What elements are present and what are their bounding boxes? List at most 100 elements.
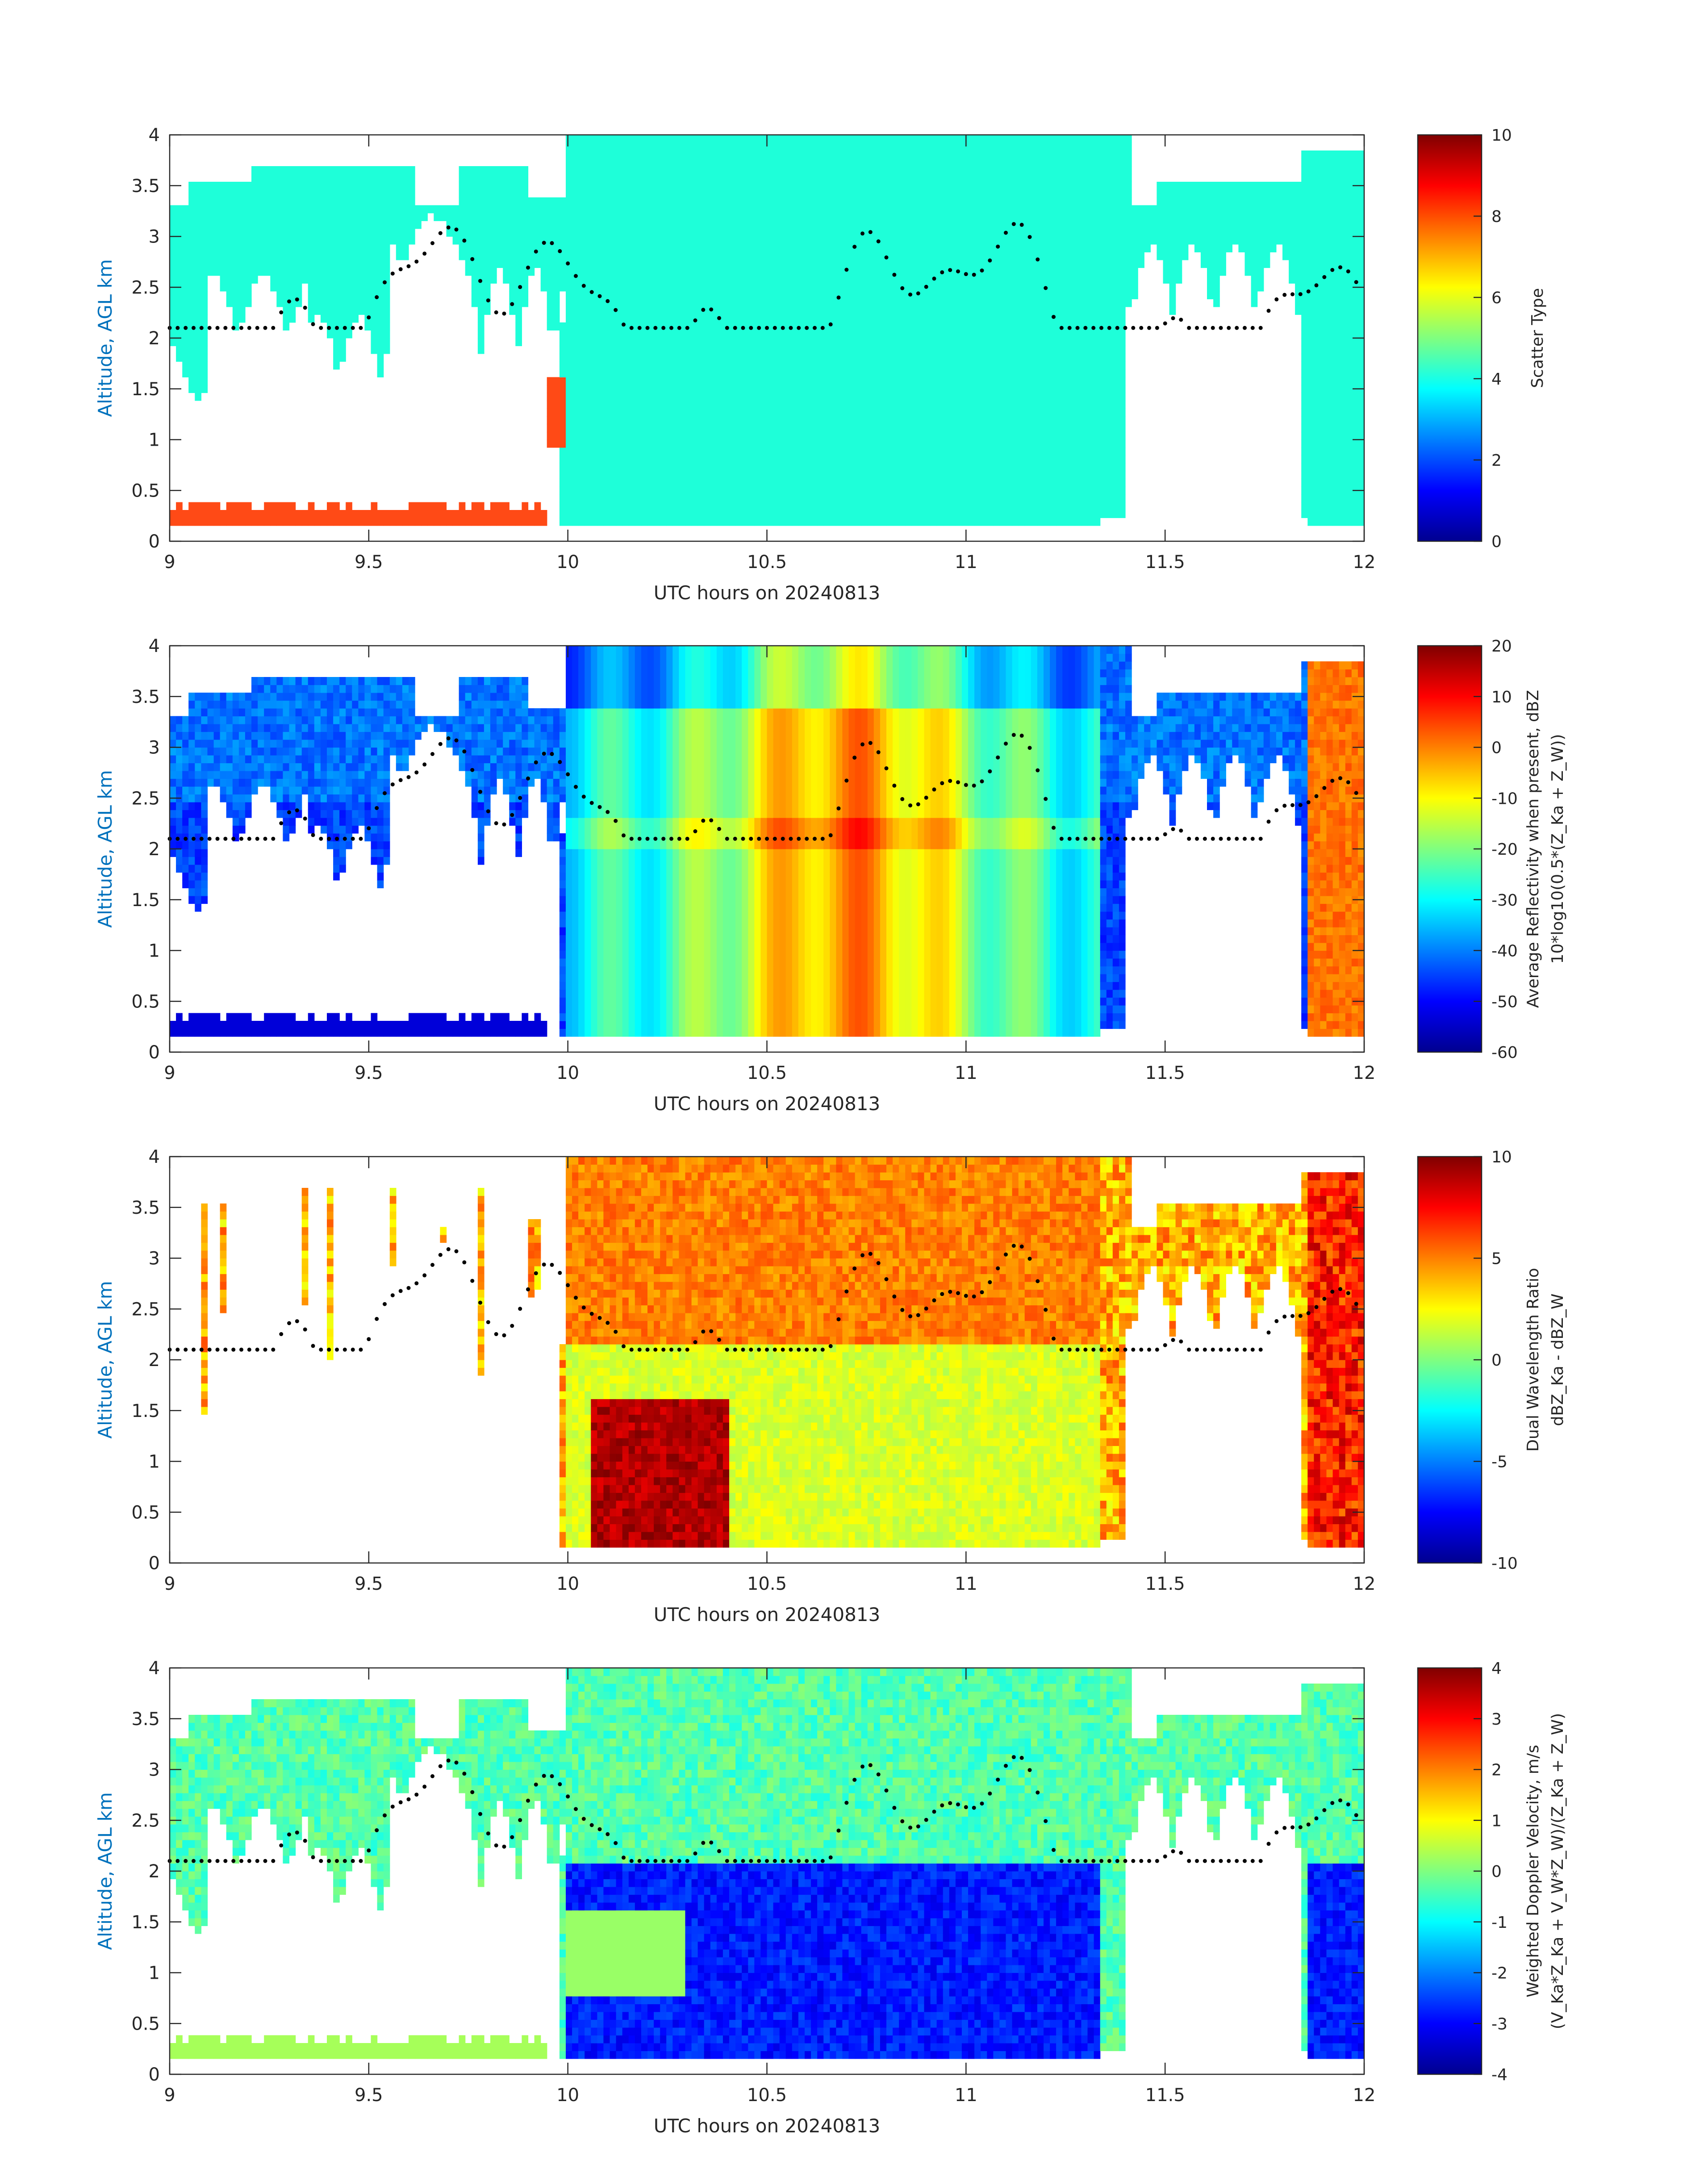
heatmap-cell [339, 197, 346, 206]
heatmap-cell [999, 205, 1006, 213]
heatmap-cell [1018, 229, 1025, 237]
heatmap-cell [389, 182, 397, 190]
heatmap-cell [402, 166, 409, 175]
heatmap-cell [610, 197, 617, 206]
heatmap-cell [754, 267, 761, 276]
heatmap-cell [377, 205, 384, 213]
heatmap-cell [748, 166, 755, 175]
heatmap-cell [930, 455, 937, 464]
heatmap-cell [785, 518, 793, 526]
heatmap-cell [842, 455, 849, 464]
heatmap-cell [471, 267, 478, 276]
heatmap-cell [459, 174, 466, 182]
heatmap-cell [936, 158, 944, 167]
heatmap-cell [672, 471, 679, 479]
heatmap-cell [603, 260, 610, 268]
heatmap-cell [622, 267, 629, 276]
heatmap-cell [245, 197, 252, 206]
heatmap-cell [760, 291, 768, 300]
heatmap-cell [213, 236, 221, 245]
heatmap-cell [748, 283, 755, 292]
heatmap-cell [930, 236, 937, 245]
heatmap-cell [830, 416, 836, 425]
heatmap-cell [785, 307, 793, 315]
heatmap-cell [628, 244, 635, 253]
heatmap-cell [1006, 221, 1013, 229]
heatmap-cell [295, 174, 302, 182]
heatmap-cell [201, 377, 208, 385]
heatmap-cell [195, 354, 201, 362]
heatmap-cell [981, 314, 987, 323]
heatmap-cell [346, 267, 352, 276]
heatmap-cell [635, 330, 642, 338]
heatmap-cell [899, 338, 906, 347]
heatmap-cell [597, 447, 604, 456]
heatmap-cell [352, 205, 359, 213]
heatmap-cell [697, 439, 705, 448]
heatmap-cell [301, 229, 309, 237]
heatmap-cell [779, 424, 786, 432]
heatmap-cell [572, 361, 579, 370]
heatmap-cell [697, 401, 705, 409]
heatmap-cell [415, 518, 422, 526]
heatmap-cell [402, 205, 409, 213]
heatmap-cell [666, 455, 673, 464]
heatmap-cell [522, 213, 529, 221]
heatmap-cell [748, 314, 755, 323]
heatmap-cell [660, 494, 667, 503]
heatmap-cell [245, 291, 252, 300]
heatmap-cell [987, 197, 994, 206]
heatmap-cell [364, 244, 372, 253]
heatmap-cell [811, 236, 818, 245]
heatmap-cell [647, 135, 654, 143]
heatmap-cell [1006, 236, 1013, 245]
heatmap-cell [955, 182, 962, 190]
heatmap-cell [798, 510, 805, 518]
heatmap-cell [848, 291, 856, 300]
heatmap-cell [805, 439, 811, 448]
heatmap-cell [704, 377, 711, 385]
heatmap-cell [1024, 424, 1031, 432]
heatmap-cell [471, 510, 478, 518]
heatmap-cell [276, 267, 283, 276]
heatmap-cell [528, 510, 535, 518]
heatmap-cell [886, 439, 893, 448]
heatmap-cell [572, 455, 579, 464]
heatmap-cell [798, 338, 805, 347]
heatmap-cell [597, 299, 604, 307]
heatmap-cell [767, 189, 774, 198]
heatmap-cell [672, 142, 679, 151]
heatmap-cell [798, 283, 805, 292]
heatmap-cell [961, 142, 969, 151]
heatmap-cell [893, 416, 899, 425]
heatmap-cell [760, 276, 768, 284]
heatmap-cell [679, 439, 686, 448]
heatmap-cell [509, 510, 516, 518]
heatmap-cell [559, 221, 566, 229]
heatmap-cell [622, 486, 629, 495]
heatmap-cell [553, 416, 560, 425]
heatmap-cell [220, 205, 227, 213]
heatmap-cell [616, 439, 623, 448]
heatmap-cell [402, 518, 409, 526]
heatmap-cell [880, 276, 887, 284]
heatmap-cell [641, 189, 648, 198]
heatmap-cell [628, 377, 635, 385]
heatmap-cell [585, 338, 591, 347]
heatmap-cell [276, 518, 283, 526]
heatmap-cell [861, 408, 868, 417]
heatmap-cell [672, 393, 679, 401]
heatmap-cell [258, 221, 264, 229]
heatmap-cell [754, 291, 761, 300]
heatmap-cell [735, 244, 742, 253]
heatmap-cell [666, 291, 673, 300]
heatmap-cell [987, 393, 994, 401]
heatmap-cell [672, 229, 679, 237]
heatmap-cell [924, 424, 931, 432]
heatmap-cell [949, 416, 956, 425]
heatmap-cell [842, 150, 849, 159]
heatmap-cell [999, 486, 1006, 495]
heatmap-cell [553, 276, 560, 284]
heatmap-cell [704, 463, 711, 472]
heatmap-cell [320, 244, 327, 253]
